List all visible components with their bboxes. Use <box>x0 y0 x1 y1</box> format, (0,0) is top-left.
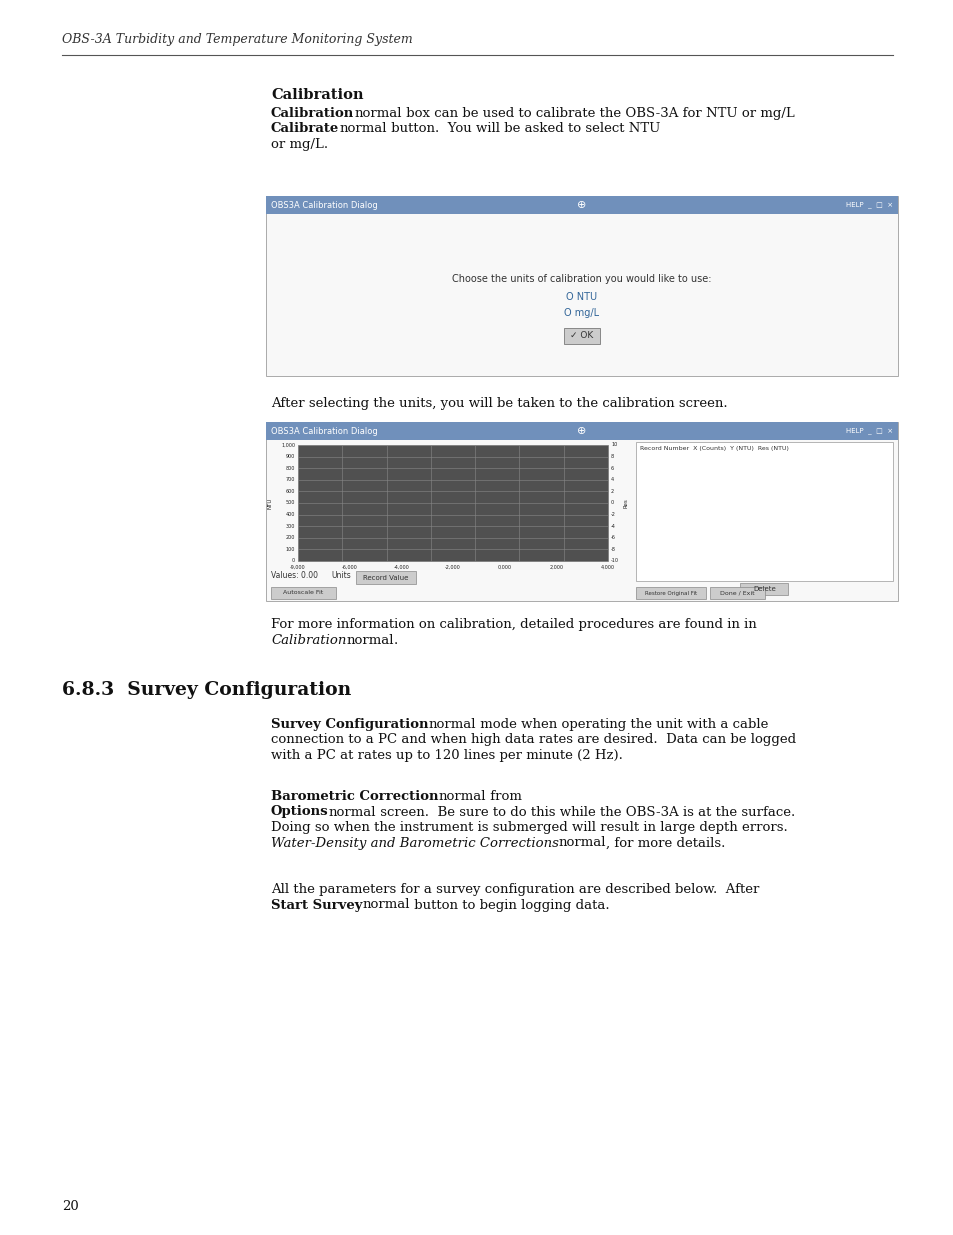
Text: For more information on calibration, detailed procedures are found in in: For more information on calibration, det… <box>271 618 756 631</box>
Text: -10: -10 <box>610 558 618 563</box>
Text: 0,000: 0,000 <box>497 564 511 571</box>
Text: 4: 4 <box>610 477 614 483</box>
Text: screen.  Be sure to do this while the OBS-3A is at the surface.: screen. Be sure to do this while the OBS… <box>375 805 795 819</box>
Text: Values: 0.00: Values: 0.00 <box>271 571 317 580</box>
Text: with a PC at rates up to 120 lines per minute (2 Hz).: with a PC at rates up to 120 lines per m… <box>271 748 622 762</box>
Text: 2,000: 2,000 <box>549 564 562 571</box>
Text: Record Value: Record Value <box>363 574 408 580</box>
Text: Record Number  X (Counts)  Y (NTU)  Res (NTU): Record Number X (Counts) Y (NTU) Res (NT… <box>639 446 788 451</box>
Text: 400: 400 <box>285 513 294 517</box>
Text: -4,000: -4,000 <box>393 564 409 571</box>
FancyBboxPatch shape <box>563 329 599 345</box>
Text: Restore Original Fit: Restore Original Fit <box>644 590 697 595</box>
Text: normal: normal <box>328 805 375 819</box>
Text: Start Survey: Start Survey <box>271 899 362 911</box>
Text: , for more details.: , for more details. <box>606 836 725 850</box>
Text: Calibration: Calibration <box>271 107 354 120</box>
Text: normal: normal <box>354 107 401 120</box>
FancyBboxPatch shape <box>355 571 416 584</box>
Text: Delete: Delete <box>752 585 775 592</box>
Text: OBS3A Calibration Dialog: OBS3A Calibration Dialog <box>271 200 377 210</box>
FancyBboxPatch shape <box>709 587 764 599</box>
Text: 300: 300 <box>285 524 294 529</box>
FancyBboxPatch shape <box>266 422 897 601</box>
FancyBboxPatch shape <box>266 196 897 375</box>
Text: Done / Exit: Done / Exit <box>719 590 754 595</box>
Text: -8: -8 <box>610 547 616 552</box>
Text: ⊕: ⊕ <box>577 200 586 210</box>
Text: Options: Options <box>271 805 328 819</box>
Text: button.  You will be asked to select NTU: button. You will be asked to select NTU <box>386 122 659 136</box>
FancyBboxPatch shape <box>266 422 897 440</box>
Text: HELP  _  □  ×: HELP _ □ × <box>845 427 892 435</box>
Text: 8: 8 <box>610 454 614 459</box>
Text: -2,000: -2,000 <box>445 564 460 571</box>
Text: Units: Units <box>331 571 351 580</box>
Text: OBS-3A Turbidity and Temperature Monitoring System: OBS-3A Turbidity and Temperature Monitor… <box>62 33 413 47</box>
Text: After selecting the units, you will be taken to the calibration screen.: After selecting the units, you will be t… <box>271 396 727 410</box>
Text: 0: 0 <box>610 500 614 505</box>
Text: Survey Configuration: Survey Configuration <box>271 718 428 731</box>
FancyBboxPatch shape <box>636 587 705 599</box>
Text: normal: normal <box>558 836 606 850</box>
Text: 500: 500 <box>285 500 294 505</box>
Text: -6,000: -6,000 <box>341 564 357 571</box>
Text: HELP  _  □  ×: HELP _ □ × <box>845 201 892 209</box>
Text: or mg/L.: or mg/L. <box>271 138 328 151</box>
Text: OBS3A Calibration Dialog: OBS3A Calibration Dialog <box>271 426 377 436</box>
FancyBboxPatch shape <box>271 587 335 599</box>
Text: Res: Res <box>623 498 628 508</box>
Text: 700: 700 <box>285 477 294 483</box>
Text: NTU: NTU <box>267 498 273 509</box>
Text: 900: 900 <box>286 454 294 459</box>
Text: O mg/L: O mg/L <box>564 308 598 317</box>
Text: Choose the units of calibration you would like to use:: Choose the units of calibration you woul… <box>452 274 711 284</box>
Text: Calibration: Calibration <box>271 88 363 103</box>
Text: 200: 200 <box>285 535 294 540</box>
Text: Calibrate: Calibrate <box>271 122 339 136</box>
Text: -6: -6 <box>610 535 616 540</box>
Text: 1,000: 1,000 <box>281 442 294 447</box>
FancyBboxPatch shape <box>636 442 892 580</box>
Text: 6.8.3  Survey Configuration: 6.8.3 Survey Configuration <box>62 680 351 699</box>
Text: 800: 800 <box>285 466 294 471</box>
Text: 6: 6 <box>610 466 614 471</box>
Text: Autoscale Fit: Autoscale Fit <box>283 590 323 595</box>
Text: 0: 0 <box>292 558 294 563</box>
FancyBboxPatch shape <box>297 445 607 561</box>
Text: 20: 20 <box>62 1200 79 1213</box>
Text: -4: -4 <box>610 524 616 529</box>
FancyBboxPatch shape <box>266 196 897 214</box>
Text: -9,000: -9,000 <box>290 564 306 571</box>
Text: Calibration: Calibration <box>271 634 346 646</box>
Text: normal: normal <box>362 899 410 911</box>
Text: 10: 10 <box>610 442 617 447</box>
Text: 100: 100 <box>285 547 294 552</box>
FancyBboxPatch shape <box>740 583 788 595</box>
Text: .: . <box>394 634 397 646</box>
Text: connection to a PC and when high data rates are desired.  Data can be logged: connection to a PC and when high data ra… <box>271 734 796 746</box>
Text: mode when operating the unit with a cable: mode when operating the unit with a cabl… <box>476 718 767 731</box>
Text: ✓ OK: ✓ OK <box>570 331 593 341</box>
Text: O NTU: O NTU <box>566 291 597 303</box>
Text: 4,000: 4,000 <box>600 564 615 571</box>
Text: button to begin logging data.: button to begin logging data. <box>410 899 609 911</box>
Text: 2: 2 <box>610 489 614 494</box>
Text: All the parameters for a survey configuration are described below.  After: All the parameters for a survey configur… <box>271 883 759 897</box>
Text: -2: -2 <box>610 513 616 517</box>
Text: normal: normal <box>428 718 476 731</box>
Text: 600: 600 <box>285 489 294 494</box>
Text: box can be used to calibrate the OBS-3A for NTU or mg/L: box can be used to calibrate the OBS-3A … <box>401 107 794 120</box>
Text: normal: normal <box>339 122 386 136</box>
Text: normal: normal <box>346 634 394 646</box>
Text: normal: normal <box>438 790 485 803</box>
Text: ⊕: ⊕ <box>577 426 586 436</box>
Text: Doing so when the instrument is submerged will result in large depth errors.: Doing so when the instrument is submerge… <box>271 821 787 834</box>
Text: Water-Density and Barometric Corrections: Water-Density and Barometric Corrections <box>271 836 558 850</box>
Text: Barometric Correction: Barometric Correction <box>271 790 438 803</box>
Text: from: from <box>485 790 521 803</box>
